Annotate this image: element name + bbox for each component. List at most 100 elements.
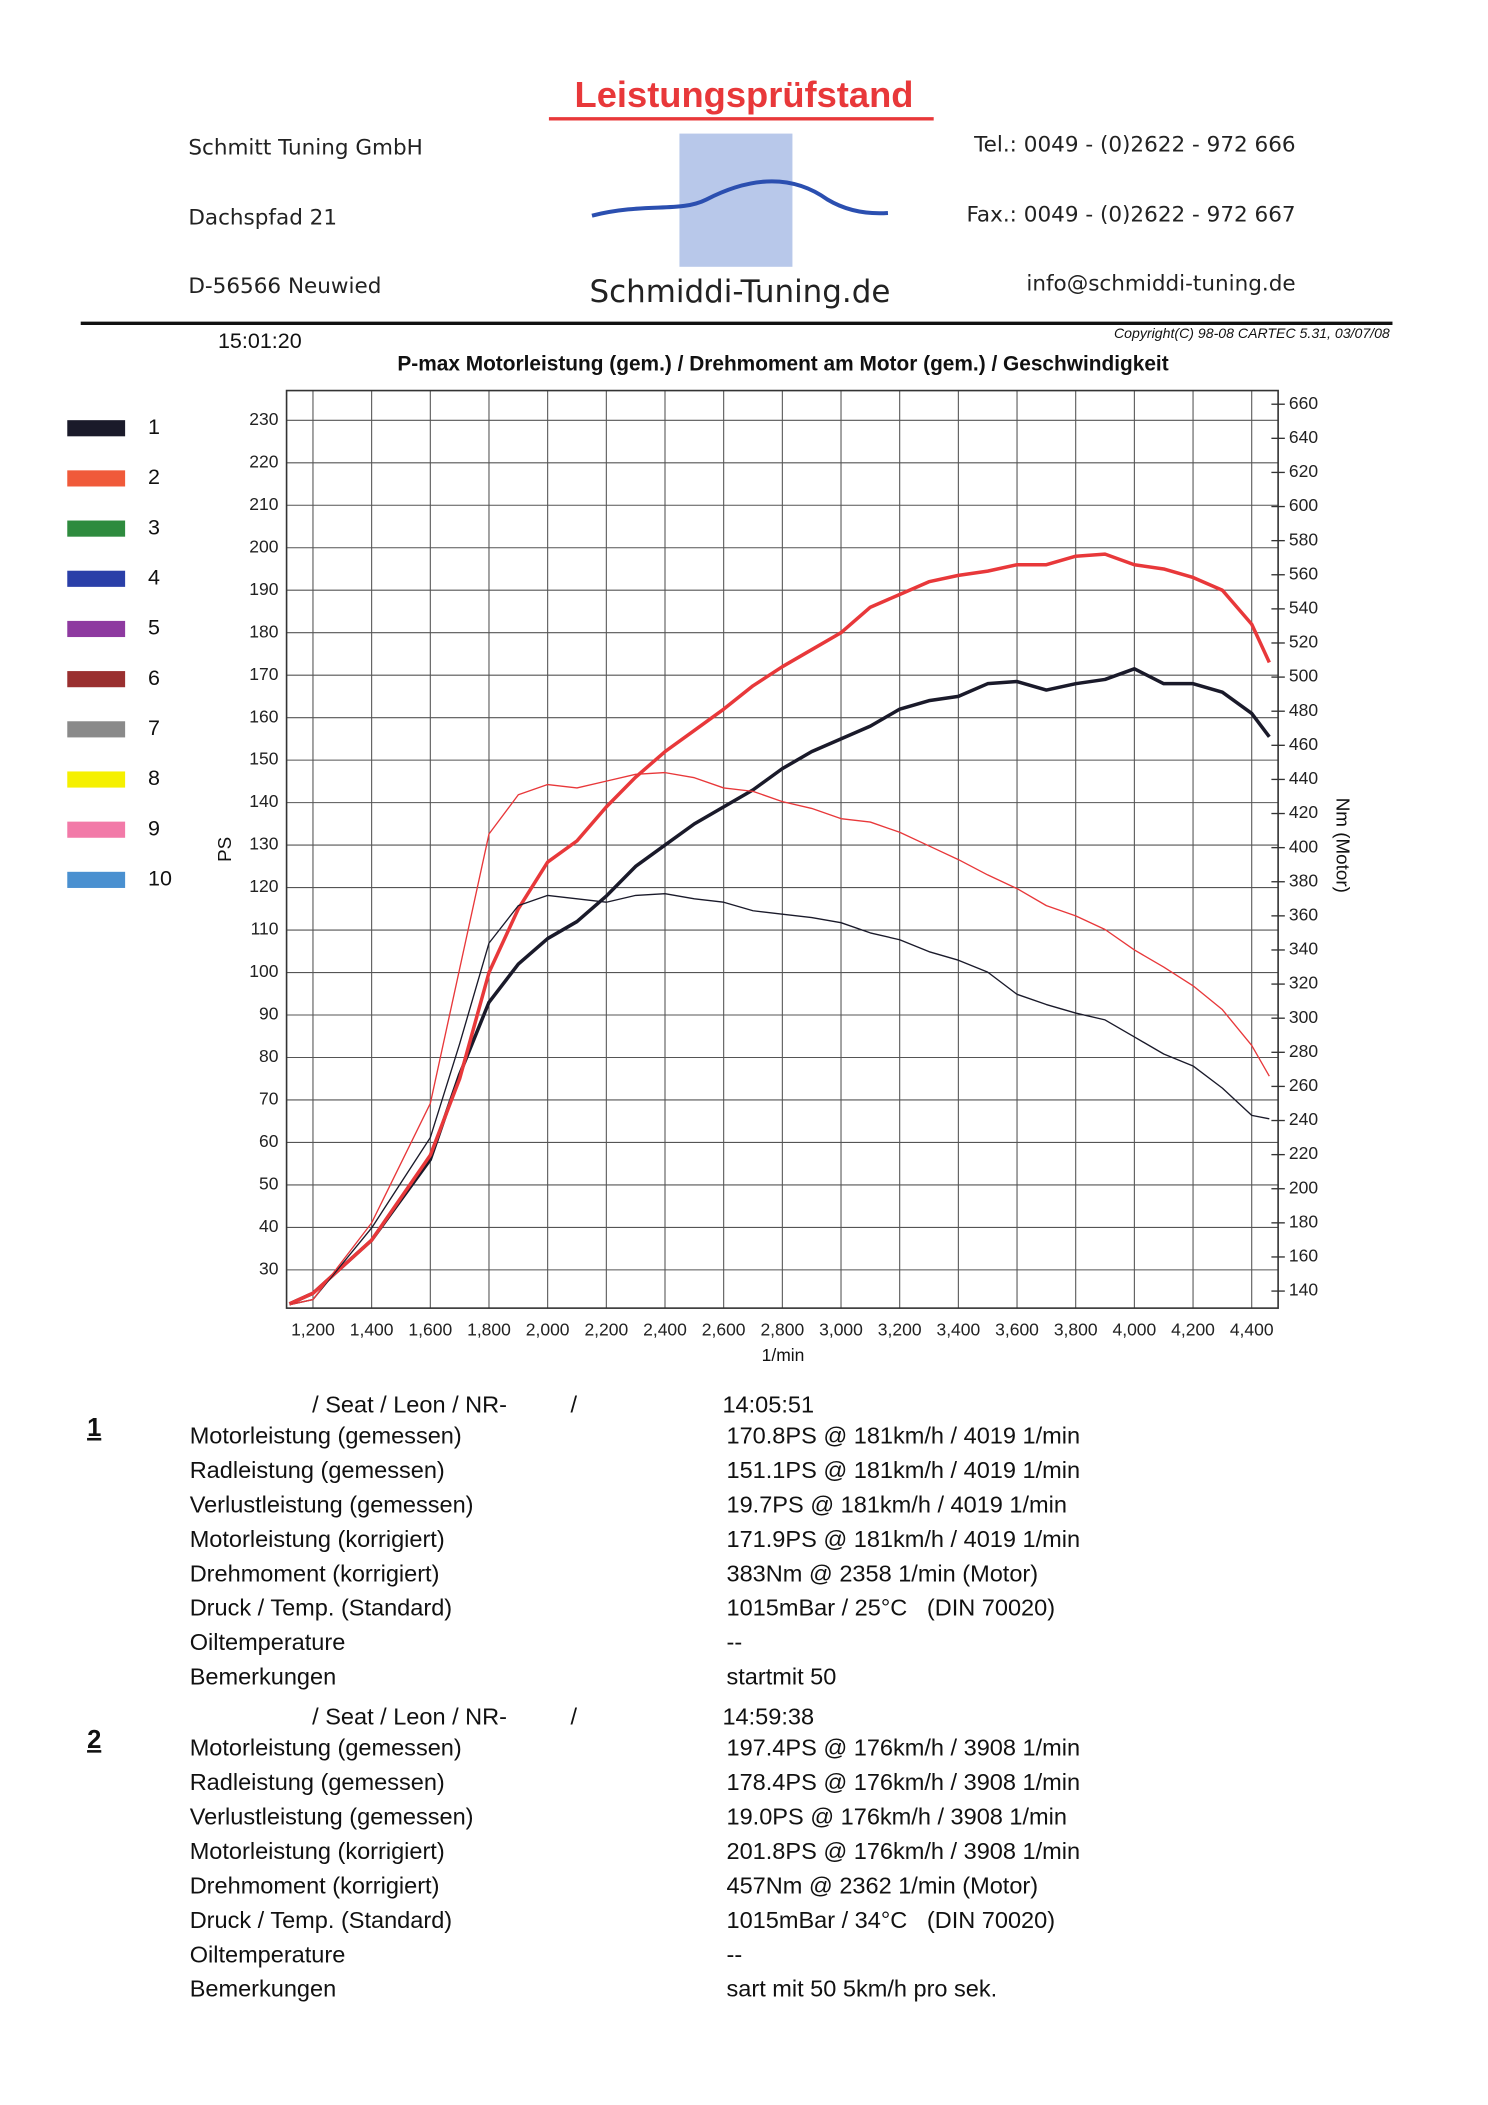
legend-swatch	[67, 620, 126, 638]
series-line	[288, 552, 1271, 1306]
chart: 1,200 1,400 1,600 1,800 2,000 2,200 2,400 2,600…	[249, 389, 1318, 1340]
print-time: 15:01:20	[218, 329, 302, 353]
result-value: 201.8PS @ 176km/h / 3908 1/min	[727, 1838, 1081, 1864]
y-tick-label: 150	[249, 749, 278, 769]
y2-tick-label: 560	[1289, 563, 1318, 583]
legend-label: 7	[148, 716, 160, 740]
run-vehicle: / Seat / Leon / NR-	[312, 1392, 507, 1418]
legend-swatch	[67, 771, 126, 788]
result-label: Oiltemperature	[190, 1629, 346, 1655]
x-tick-label: 3,200	[878, 1320, 922, 1340]
result-value: 178.4PS @ 176km/h / 3908 1/min	[727, 1769, 1081, 1795]
run-number: 2	[87, 1726, 101, 1754]
y-tick-label: 30	[259, 1259, 279, 1279]
result-value: startmit 50	[727, 1664, 837, 1690]
series-line	[289, 771, 1270, 1306]
run-separator: /	[570, 1392, 577, 1418]
y2-tick-label: 140	[1289, 1280, 1318, 1300]
result-label: Drehmoment (korrigiert)	[190, 1560, 440, 1586]
x-tick-label: 1,200	[291, 1320, 335, 1340]
legend-label: 9	[148, 816, 160, 840]
x-tick-label: 2,800	[760, 1320, 804, 1340]
result-value: 19.7PS @ 181km/h / 4019 1/min	[727, 1491, 1067, 1517]
y-tick-label: 230	[249, 409, 278, 429]
result-value: 19.0PS @ 176km/h / 3908 1/min	[727, 1804, 1067, 1830]
y2-tick-label: 340	[1289, 939, 1318, 959]
copyright: Copyright(C) 98-08 CARTEC 5.31, 03/07/08	[1114, 325, 1390, 341]
y2-tick-label: 280	[1289, 1041, 1318, 1061]
legend-swatch	[67, 470, 126, 487]
legend-label: 10	[148, 867, 172, 891]
results: 1 / Seat / Leon / NR- / 14:05:51 Motorleistu…	[87, 1392, 1080, 2002]
y-tick-label: 120	[249, 876, 278, 896]
result-label: Verlustleistung (gemessen)	[190, 1804, 474, 1830]
legend-swatch	[67, 520, 126, 537]
legend-swatch	[67, 871, 126, 888]
y2-tick-label: 640	[1289, 427, 1318, 447]
result-value: 151.1PS @ 181km/h / 4019 1/min	[727, 1457, 1081, 1483]
result-label: Motorleistung (korrigiert)	[190, 1526, 445, 1552]
result-value: 1015mBar / 25°C (DIN 70020)	[727, 1595, 1056, 1621]
chart-title: P-max Motorleistung (gem.) / Drehmoment …	[397, 353, 1168, 376]
y2-tick-label: 460	[1289, 734, 1318, 754]
result-label: Druck / Temp. (Standard)	[190, 1595, 452, 1621]
y-tick-label: 210	[249, 494, 278, 514]
legend-swatch	[67, 821, 126, 838]
y-tick-label: 180	[249, 621, 278, 641]
legend-label: 6	[148, 666, 160, 690]
result-value: 457Nm @ 2362 1/min (Motor)	[727, 1872, 1039, 1898]
x-tick-label: 3,400	[936, 1320, 980, 1340]
title: Leistungsprüfstand	[575, 74, 914, 115]
x-tick-label: 2,400	[643, 1320, 687, 1340]
series-line	[288, 667, 1271, 1306]
y2-tick-label: 580	[1289, 529, 1318, 549]
result-label: Verlustleistung (gemessen)	[190, 1491, 474, 1517]
y2-tick-label: 360	[1289, 904, 1318, 924]
y-axis-label: PS	[214, 837, 235, 862]
y-tick-label: 220	[249, 451, 278, 471]
result-label: Radleistung (gemessen)	[190, 1457, 445, 1483]
y-tick-label: 110	[251, 919, 279, 939]
company-street: Dachspfad 21	[188, 205, 337, 230]
fax: Fax.: 0049 - (0)2622 - 972 667	[967, 203, 1296, 228]
x-tick-label: 1,600	[408, 1320, 452, 1340]
logo-wave	[591, 179, 889, 218]
y2-tick-label: 220	[1289, 1143, 1318, 1163]
y2-tick-label: 480	[1289, 700, 1318, 720]
y2-tick-label: 320	[1289, 973, 1318, 993]
y2-tick-label: 600	[1289, 495, 1318, 515]
result-label: Druck / Temp. (Standard)	[190, 1907, 452, 1933]
result-label: Oiltemperature	[190, 1941, 346, 1967]
phone: Tel.: 0049 - (0)2622 - 972 666	[973, 133, 1295, 158]
y2-tick-label: 520	[1289, 632, 1318, 652]
legend: 1 2 3 4 5 6 7 8 9 10	[67, 415, 172, 891]
x-tick-label: 3,000	[819, 1320, 863, 1340]
plot-frame	[285, 389, 1279, 1309]
legend-label: 5	[148, 616, 160, 640]
series-line	[289, 893, 1270, 1306]
y-tick-label: 80	[259, 1046, 279, 1066]
company-name: Schmitt Tuning GmbH	[188, 135, 423, 160]
y2-tick-label: 200	[1289, 1177, 1318, 1197]
y-tick-label: 40	[259, 1216, 279, 1236]
legend-label: 4	[148, 565, 160, 589]
legend-label: 8	[148, 766, 160, 790]
y2-axis-label: Nm (Motor)	[1332, 798, 1353, 893]
y2-tick-label: 400	[1289, 836, 1318, 856]
legend-swatch	[67, 420, 126, 437]
y2-tick-label: 260	[1289, 1075, 1318, 1095]
x-tick-label: 4,000	[1112, 1320, 1156, 1340]
y2-tick-label: 300	[1289, 1007, 1318, 1027]
y2-tick-label: 660	[1289, 393, 1318, 413]
result-value: 383Nm @ 2358 1/min (Motor)	[727, 1560, 1039, 1586]
result-label: Motorleistung (gemessen)	[190, 1735, 462, 1761]
legend-label: 1	[148, 415, 160, 439]
result-label: Motorleistung (gemessen)	[190, 1423, 462, 1449]
x-tick-label: 2,000	[526, 1320, 570, 1340]
result-label: Drehmoment (korrigiert)	[190, 1872, 440, 1898]
x-tick-label: 2,600	[702, 1320, 746, 1340]
y-tick-label: 90	[259, 1004, 279, 1024]
x-tick-label: 4,200	[1171, 1320, 1215, 1340]
